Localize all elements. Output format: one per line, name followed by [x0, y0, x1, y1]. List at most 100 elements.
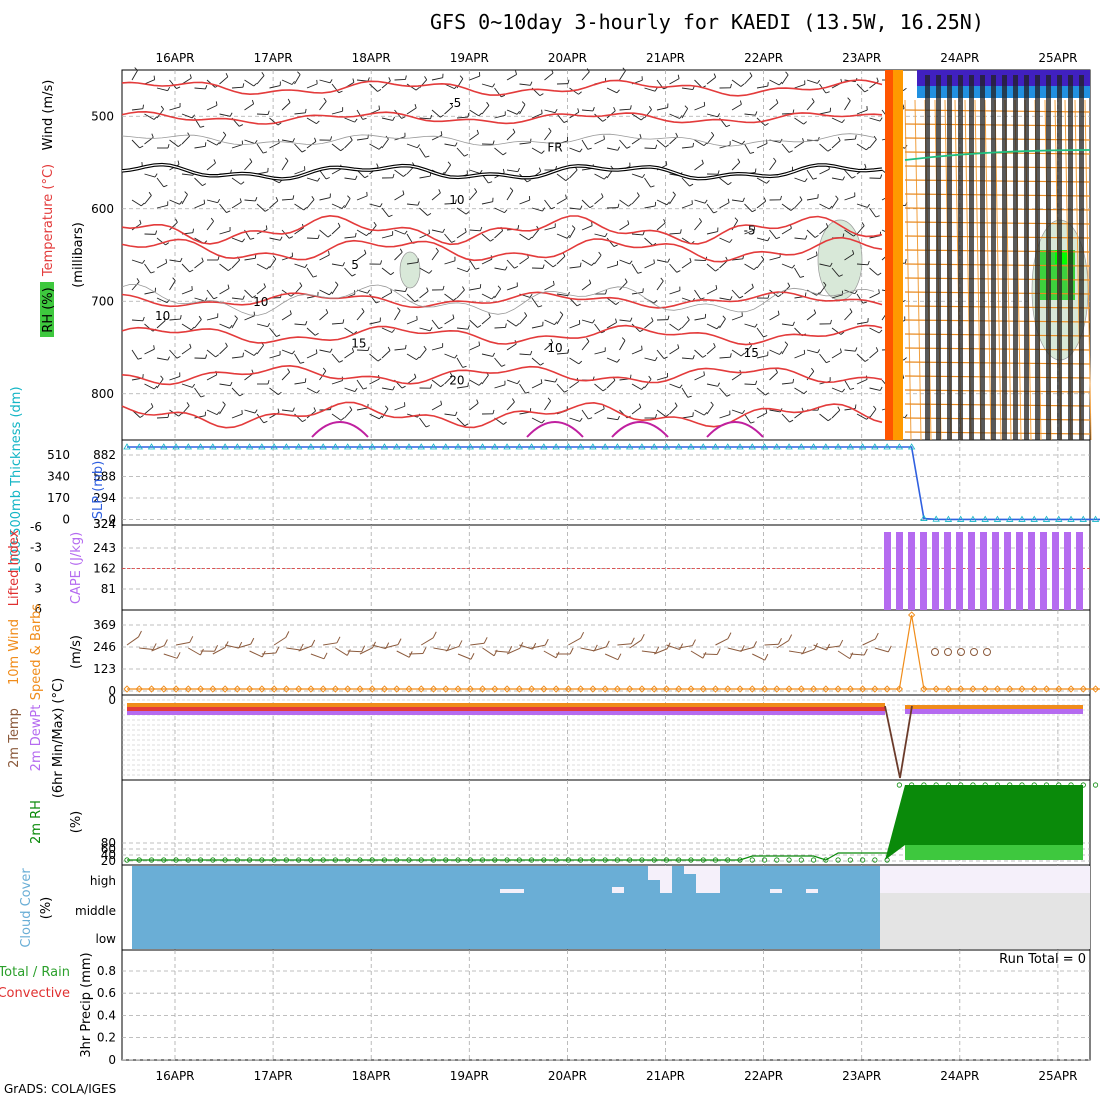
- wind-barb: [419, 327, 431, 332]
- wind-barb-flag: [586, 68, 590, 73]
- wind-barb-flag: [399, 248, 403, 253]
- wind-barb-flag: [779, 351, 783, 355]
- wind-barb: [331, 284, 339, 295]
- wind10m-barb-flag: [640, 633, 645, 641]
- wind-barb: [656, 222, 666, 231]
- wind-barb: [131, 108, 143, 111]
- wind-barb-flag: [876, 77, 879, 82]
- slp-tick-label: 882: [93, 448, 116, 462]
- wind-barb: [581, 409, 589, 420]
- wind-barb: [281, 198, 294, 201]
- slp-point: [466, 443, 474, 450]
- wind-barb: [406, 203, 418, 206]
- wind-barb: [494, 207, 505, 214]
- wind-barb: [319, 197, 331, 201]
- wind-barb-flag: [850, 387, 855, 390]
- wind-barb: [156, 320, 166, 329]
- wind10m-barb-flag: [397, 638, 402, 645]
- wind10m-speed-point: [687, 685, 695, 693]
- wind-barb-flag: [677, 74, 680, 79]
- wind-barb: [556, 314, 564, 325]
- wind-barb: [294, 203, 304, 211]
- wind-barb: [256, 113, 269, 116]
- wind-barb-flag: [864, 359, 869, 362]
- cloud-gap: [806, 889, 818, 893]
- wind-barb-flag: [414, 373, 417, 378]
- slp-point: [307, 443, 315, 450]
- wind10m-barb-flag: [802, 646, 807, 654]
- wind10m-speed-point: [196, 685, 205, 693]
- wind-barb-flag: [740, 353, 745, 357]
- wind10m-speed-point: [1079, 685, 1087, 693]
- wind-barb: [331, 322, 344, 325]
- wind-barb-flag: [849, 308, 853, 313]
- wind10m-speed-point: [736, 685, 744, 693]
- wind10m-speed-point: [356, 685, 364, 693]
- rh-point: [418, 857, 424, 863]
- wind-barb: [656, 280, 664, 291]
- wind-barb-flag: [225, 72, 229, 77]
- wind-barb: [519, 315, 528, 325]
- wind10m-barb-flag: [470, 653, 475, 660]
- wind10m-barb: [470, 642, 485, 646]
- wind-barb-flag: [571, 225, 576, 229]
- wind-barb-flag: [191, 114, 196, 119]
- wind-barb: [294, 381, 306, 385]
- wind-barb-flag: [540, 362, 544, 366]
- wind-barb: [231, 413, 243, 419]
- wind-barb: [144, 383, 155, 390]
- wind-barb: [444, 233, 452, 243]
- slp-point: [1079, 515, 1087, 522]
- wind-barb: [169, 259, 181, 263]
- wind-barb-flag: [304, 108, 307, 113]
- cape-bar: [908, 532, 915, 610]
- wind-barb-flag: [323, 97, 327, 102]
- wind-barb-flag: [576, 303, 581, 307]
- wind-barb-flag: [467, 382, 469, 387]
- wind10m-speed-point: [184, 685, 192, 693]
- cape-label: CAPE (J/kg): [69, 532, 84, 604]
- wind-barb: [669, 347, 680, 355]
- wind10m-speed-point: [417, 685, 425, 693]
- wind10m-barb-flag: [346, 649, 351, 656]
- slp-point: [294, 443, 303, 450]
- wind-barb: [781, 227, 792, 235]
- wind-barb: [156, 177, 164, 188]
- wind-barb: [369, 321, 381, 325]
- wind-barb: [819, 168, 830, 175]
- wind10m-speed-point: [380, 685, 389, 693]
- lifted-index-tick-label: 6: [34, 602, 42, 616]
- cape-bar: [956, 532, 963, 610]
- wind-barb-flag: [550, 338, 554, 343]
- wind-barb-flag: [702, 354, 707, 358]
- rh-point: [553, 857, 559, 863]
- cape-bar: [1004, 532, 1011, 610]
- wind-barb: [744, 383, 756, 386]
- wind-barb: [494, 147, 504, 156]
- wind-barb-flag: [777, 310, 780, 315]
- wind-barb-flag: [492, 352, 496, 357]
- bad-data-barb-column: [969, 75, 974, 440]
- wind-barb: [206, 162, 216, 171]
- wind-barb-flag: [564, 389, 569, 393]
- wind10m-speed-point: [834, 685, 842, 693]
- cloud-missing-low: [880, 893, 1090, 949]
- wind-barb-flag: [377, 358, 382, 362]
- wind-barb: [281, 256, 293, 261]
- wind-barb-flag: [404, 230, 408, 235]
- wind10m-speed-point: [319, 685, 327, 693]
- wind-barb-flag: [275, 196, 279, 201]
- slp-point: [393, 443, 401, 450]
- wind-barb: [456, 357, 464, 368]
- wind-barb-flag: [476, 129, 479, 134]
- wind-barb-flag: [629, 260, 633, 265]
- wind10m-label: 10m Wind: [7, 619, 22, 685]
- wind-barb-flag: [680, 229, 682, 234]
- wind-barb: [506, 259, 515, 269]
- wind-barb-flag: [803, 390, 808, 394]
- wind10m-barb-flag: [569, 647, 574, 655]
- wind-barb-flag: [666, 201, 670, 206]
- date-label-top: 23APR: [842, 51, 881, 65]
- wind-barb-flag: [878, 329, 883, 334]
- rh-legend-swatch: [40, 282, 54, 337]
